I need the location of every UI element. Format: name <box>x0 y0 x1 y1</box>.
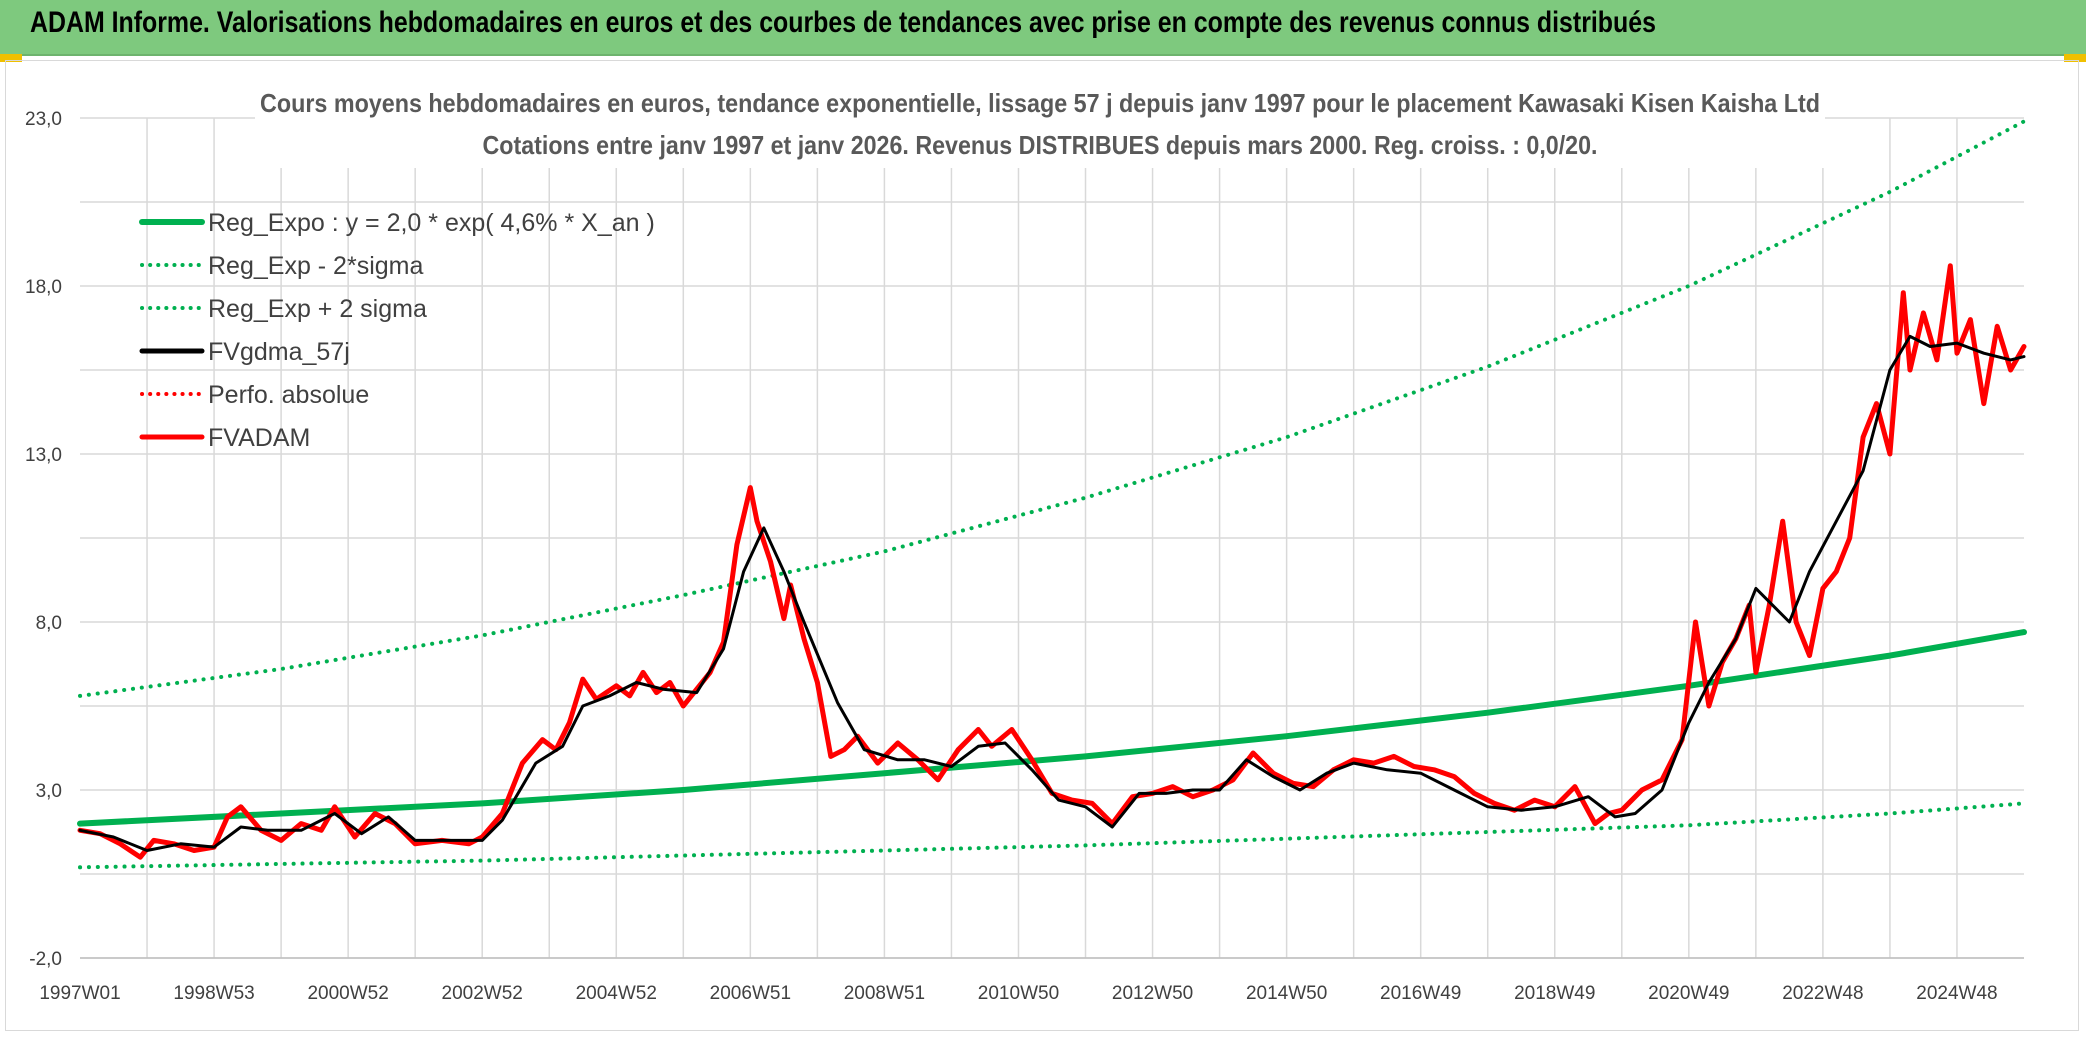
legend-entry-label: FVgdma_57j <box>208 338 350 366</box>
series-line-5 <box>77 263 2027 860</box>
x-tick-label: 2018W49 <box>1514 983 1595 1004</box>
x-tick-label: 2002W52 <box>442 983 523 1004</box>
x-tick-label: 2006W51 <box>710 983 791 1004</box>
series-line-3 <box>78 334 2026 852</box>
y-tick-label: -2,0 <box>29 949 62 970</box>
x-tick-label: 2010W50 <box>978 983 1059 1004</box>
y-tick-label: 23,0 <box>25 109 62 130</box>
y-tick-label: 18,0 <box>25 277 62 298</box>
x-tick-label: 2020W49 <box>1648 983 1729 1004</box>
chart-frame <box>5 60 2079 1031</box>
x-tick-label: 2008W51 <box>844 983 925 1004</box>
series-line-2 <box>78 119 2026 698</box>
x-tick-label: 2016W49 <box>1380 983 1461 1004</box>
legend-entry-label: FVADAM <box>208 424 310 452</box>
legend-entry-label: Reg_Exp + 2 sigma <box>208 295 427 323</box>
y-tick-label: 8,0 <box>36 613 62 634</box>
report-header-title: ADAM Informe. Valorisations hebdomadaire… <box>30 6 1656 39</box>
chart-title: Cours moyens hebdomadaires en euros, ten… <box>260 88 1820 118</box>
chart-subtitle: Cotations entre janv 1997 et janv 2026. … <box>483 130 1598 160</box>
x-tick-label: 2014W50 <box>1246 983 1327 1004</box>
chart-legend: Reg_Expo : y = 2,0 * exp( 4,6% * X_an ) R… <box>139 209 655 452</box>
x-tick-label: 2022W48 <box>1782 983 1863 1004</box>
y-tick-label: 3,0 <box>36 781 62 802</box>
y-axis-ticks: -2,0 3,0 8,0 13,0 18,0 23,0 <box>25 109 62 970</box>
series-line-1 <box>78 801 2026 870</box>
legend-entry-label: Perfo. absolue <box>208 381 369 409</box>
chart-title-background <box>255 88 1825 168</box>
corner-accent-left <box>0 54 22 62</box>
corner-accent-right <box>2064 54 2086 62</box>
x-tick-label: 2000W52 <box>307 983 388 1004</box>
series-line-0 <box>77 629 2027 827</box>
legend-entry-label: Reg_Expo : y = 2,0 * exp( 4,6% * X_an ) <box>208 209 655 237</box>
x-tick-label: 2004W52 <box>576 983 657 1004</box>
report-header-banner: ADAM Informe. Valorisations hebdomadaire… <box>0 0 2086 56</box>
x-tick-label: 1998W53 <box>173 983 254 1004</box>
chart-gridlines <box>80 117 2024 959</box>
legend-entry-label: Reg_Exp - 2*sigma <box>208 252 423 280</box>
x-tick-label: 1997W01 <box>39 983 120 1004</box>
x-tick-label: 2024W48 <box>1916 983 1997 1004</box>
x-tick-label: 2012W50 <box>1112 983 1193 1004</box>
chart-series <box>77 119 2027 870</box>
x-axis-ticks: 1997W01 1998W53 2000W52 2002W52 2004W52 2006W… <box>39 983 1997 1004</box>
y-tick-label: 13,0 <box>25 445 62 466</box>
